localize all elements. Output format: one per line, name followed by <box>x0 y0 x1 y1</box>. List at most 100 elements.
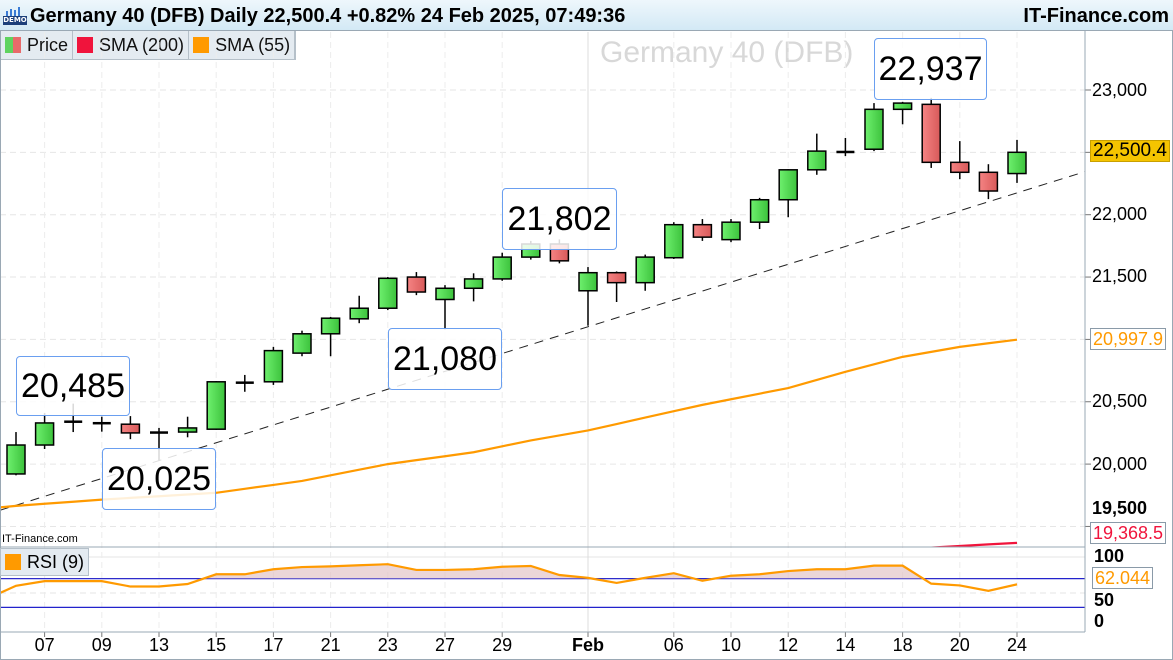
candle <box>950 141 970 180</box>
candle-body-up <box>635 256 655 284</box>
x-axis-label: 07 <box>34 635 55 655</box>
x-axis-label: Feb <box>571 635 605 655</box>
brand-name: IT-Finance.com <box>1023 5 1169 27</box>
rsi-legend-label: RSI (9) <box>27 551 85 572</box>
candle <box>635 254 655 291</box>
candle <box>120 416 141 440</box>
price-tick: 20,000 <box>1092 454 1148 474</box>
price-tick: 21,500 <box>1092 266 1148 286</box>
rsi-tick-0: 0 <box>1094 611 1105 631</box>
candle-body-down <box>921 103 941 164</box>
candle-body-doji <box>64 420 83 423</box>
chart-header: DEMO Germany 40 (DFB) Daily 22,500.4 +0.… <box>0 0 1173 31</box>
rsi-value-label: 62.044 <box>1092 567 1154 589</box>
x-axis-label: 15 <box>206 635 227 655</box>
candle-body-doji <box>92 421 111 425</box>
candle-body-down <box>692 223 713 238</box>
candle <box>692 219 713 241</box>
candle-body-up <box>292 333 312 354</box>
sma200-swatch-icon <box>77 37 94 53</box>
candle-body-doji <box>150 431 168 434</box>
candle-body-up <box>320 317 341 335</box>
candle <box>177 416 198 438</box>
demo-chart-icon: DEMO <box>3 7 27 25</box>
candle <box>664 222 684 259</box>
legend-label: SMA (55) <box>215 34 291 55</box>
demo-bars-icon <box>6 7 20 16</box>
chart-title: Germany 40 (DFB) Daily 22,500.4 +0.82% 2… <box>30 5 626 27</box>
legend-sma55[interactable]: SMA (55) <box>189 31 296 59</box>
candle <box>92 416 111 432</box>
rsi-swatch-icon <box>5 554 21 570</box>
candle <box>235 374 254 392</box>
price-swatch-icon <box>5 37 21 53</box>
candle <box>864 103 884 152</box>
x-axis-label: 09 <box>91 635 112 655</box>
candle-body-up <box>378 277 398 309</box>
candle-body-up <box>263 349 284 383</box>
callout-low-20025: 20,025 <box>102 448 216 510</box>
candle <box>320 316 341 357</box>
candle <box>721 219 741 243</box>
candle <box>578 267 598 326</box>
candle <box>263 346 284 385</box>
sma55-value-label: 20,997.9 <box>1090 328 1167 350</box>
legend-sma200[interactable]: SMA (200) <box>73 31 190 59</box>
candle <box>206 381 226 430</box>
candle-body-doji <box>836 150 855 154</box>
candle <box>606 271 627 302</box>
x-axis-label: 18 <box>892 635 913 655</box>
grid <box>0 32 1085 632</box>
candle-body-up <box>864 108 884 150</box>
candle-body-down <box>406 276 427 293</box>
price-tick: 19,500 <box>1092 498 1148 518</box>
candle <box>349 295 369 324</box>
candle <box>778 169 798 218</box>
candles <box>6 97 1027 476</box>
candle-body-up <box>177 427 198 433</box>
candle-body-up <box>721 221 741 241</box>
rsi-tick-50: 50 <box>1094 590 1115 610</box>
candle <box>1007 139 1027 183</box>
candle-body-up <box>778 169 798 201</box>
legend-price[interactable]: Price <box>1 31 74 59</box>
candle-body-up <box>6 444 26 475</box>
rsi-panel <box>0 563 1085 609</box>
candle-body-down <box>120 423 141 434</box>
candle <box>34 412 55 450</box>
x-axis-label: 24 <box>1006 635 1028 655</box>
candle-body-up <box>1007 151 1027 175</box>
x-axis-label: 20 <box>949 635 970 655</box>
trendline <box>0 171 1086 511</box>
x-axis-label: 10 <box>720 635 742 655</box>
x-axis-label: 12 <box>778 635 799 655</box>
watermark: Germany 40 (DFB) <box>600 36 854 69</box>
candle-body-up <box>463 278 484 290</box>
callout-low-21080: 21,080 <box>388 328 502 390</box>
candle <box>292 330 312 357</box>
rsi-overbought-fill <box>0 564 1017 579</box>
x-axis-label: 14 <box>835 635 856 655</box>
candle-body-down <box>978 171 999 192</box>
candle <box>463 273 484 302</box>
x-axis-label: 17 <box>263 635 284 655</box>
rsi-legend[interactable]: RSI (9) <box>0 548 90 576</box>
candle-body-down <box>950 161 970 174</box>
candle <box>978 164 999 200</box>
candle <box>378 277 398 311</box>
demo-badge: DEMO <box>3 16 27 25</box>
callout-high-21802: 21,802 <box>502 188 617 250</box>
candle <box>435 285 455 330</box>
price-tick: 22,000 <box>1092 204 1148 224</box>
candle-body-up <box>34 422 55 446</box>
candle <box>921 97 941 168</box>
price-tick: 23,000 <box>1092 80 1148 100</box>
x-axis-label: 21 <box>320 635 341 655</box>
candle-body-up <box>578 271 598 292</box>
candle-body-doji <box>235 381 254 384</box>
sma55-swatch-icon <box>193 37 210 53</box>
candle-body-up <box>664 223 684 259</box>
callout-low-20485: 20,485 <box>16 356 130 416</box>
candle-body-down <box>606 271 627 284</box>
